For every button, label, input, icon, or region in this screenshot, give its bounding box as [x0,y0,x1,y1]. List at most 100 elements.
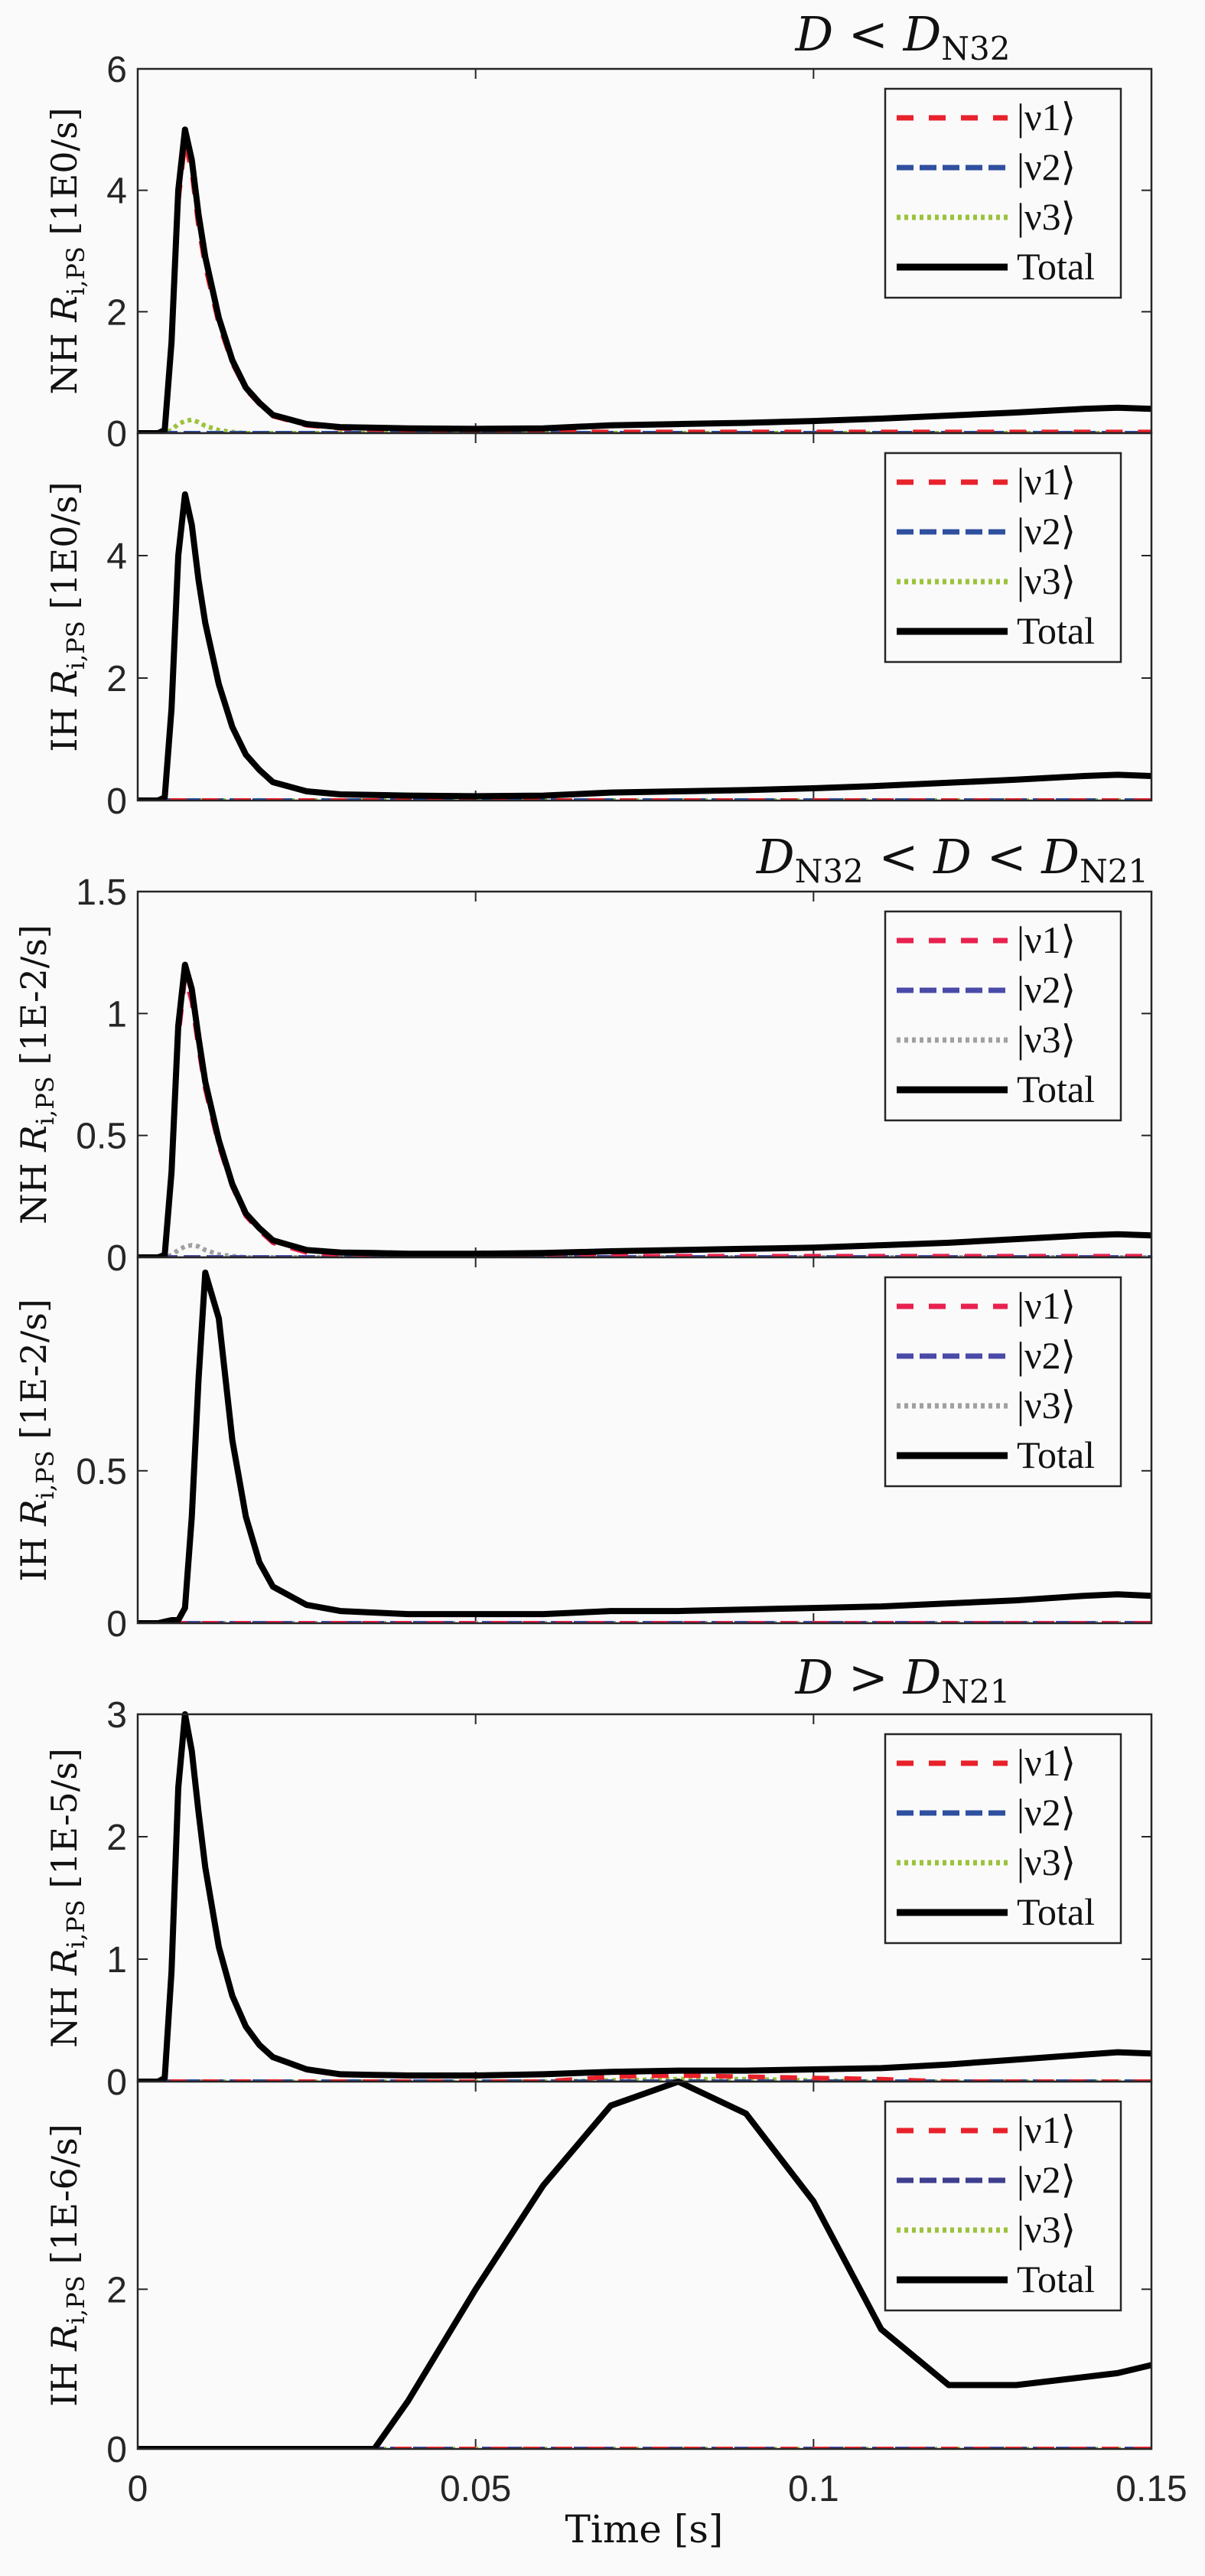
y-label-space [44,1975,85,1987]
axes-frame [136,2080,1153,2450]
x-tick-label: 0.15 [1115,2469,1187,2509]
legend-box [884,2100,1122,2312]
y-label-space [44,2351,85,2362]
legend-label-nu3: |ν3⟩ [1017,1841,1076,1883]
y-tick-label: 2 [106,1818,127,1858]
legend: |ν1⟩ |ν2⟩ |ν3⟩ Total [884,2100,1122,2312]
legend-box [884,1276,1122,1488]
series-line-total [138,491,1151,801]
legend-label-nu2: |ν2⟩ [1017,968,1076,1011]
axes-frame [136,432,1153,802]
legend-label-nu1: |ν1⟩ [1017,1284,1076,1327]
legend-label-total: Total [1017,2258,1095,2300]
y-label-subscript: i,PS [31,1076,60,1125]
y-axis-label: NH Ri,PS [1E-2/s] [13,924,60,1224]
y-label-hierarchy: NH [13,1162,54,1224]
y-tick-label: 1 [106,1940,127,1981]
panel-nh-4: 0 1 2 3 NH Ri,PS [1E-5/s] |ν1⟩ |ν2⟩ |ν3⟩ Total [44,1695,1153,2103]
y-label-hierarchy: IH [44,707,85,752]
y-label-unit: [1E-2/s] [13,924,54,1076]
y-tick-label: 0.5 [76,1117,127,1157]
legend-label-nu1: |ν1⟩ [1017,1741,1076,1784]
text-part: D [794,1649,833,1705]
series-line-total [138,126,1151,433]
y-label-unit: [1E-6/s] [44,2124,85,2275]
legend: |ν1⟩ |ν2⟩ |ν3⟩ Total [884,1733,1122,1945]
panel-nh-0: 0 2 4 6 NH Ri,PS [1E0/s] |ν1⟩ |ν2⟩ |ν3⟩ Total [44,50,1153,455]
y-tick-label: 4 [106,171,127,212]
legend-label-nu3: |ν3⟩ [1017,2208,1076,2251]
text-part: N21 [1080,853,1148,890]
series-line-total [138,961,1151,1257]
y-label-space [13,1152,54,1163]
text-part: D [756,829,795,885]
x-tick-label: 0 [128,2469,148,2509]
legend-label-nu2: |ν2⟩ [1017,510,1076,553]
legend: |ν1⟩ |ν2⟩ |ν3⟩ Total [884,1276,1122,1488]
legend-label-nu1: |ν1⟩ [1017,96,1076,139]
y-label-hierarchy: NH [44,1986,85,2047]
series-line-total [138,2079,1151,2449]
y-tick-label: 0.5 [76,1452,127,1492]
y-tick-label: 2 [106,2270,127,2310]
y-label-space [44,322,85,334]
x-tick-label: 0.1 [788,2469,839,2509]
legend-box [884,452,1122,664]
y-label-subscript: i,PS [61,246,90,295]
y-label-unit: [1E0/s] [44,107,85,246]
y-label-space [13,1526,54,1537]
legend-label-nu1: |ν1⟩ [1017,918,1076,961]
legend-label-total: Total [1017,1068,1095,1110]
y-label-hierarchy: IH [44,2362,85,2406]
y-tick-label: 0 [106,2062,127,2103]
legend-label-total: Total [1017,245,1095,288]
text-part: < [972,829,1041,885]
series-line-total [138,1711,1151,2082]
text-part: D [794,6,833,62]
y-label-unit: [1E0/s] [44,481,85,621]
y-tick-label: 2 [106,292,127,333]
y-label-symbol: R [44,2324,85,2352]
series-line-nu3 [138,1243,1151,1257]
series-line-nu1 [138,2073,1151,2082]
text-part: N21 [941,1673,1010,1710]
y-tick-label: 0 [106,781,127,822]
y-tick-label: 0 [106,414,127,455]
y-label-subscript: i,PS [61,1899,90,1948]
y-label-subscript: i,PS [61,2275,90,2324]
text-part: < [833,6,903,62]
y-label-symbol: R [13,1499,54,1527]
series-line-nu1 [138,139,1151,433]
y-label-subscript: i,PS [31,1450,60,1499]
legend-label-nu1: |ν1⟩ [1017,460,1076,503]
legend-label-nu3: |ν3⟩ [1017,195,1076,238]
text-part: D [1041,829,1080,885]
group-title: D > DN21 [794,1649,1010,1710]
text-part: < [864,829,933,885]
y-tick-label: 1.5 [76,872,127,913]
legend-label-nu3: |ν3⟩ [1017,1018,1076,1061]
y-axis-label: IH Ri,PS [1E0/s] [44,481,90,752]
y-tick-label: 0 [106,1604,127,1645]
y-axis-label: IH Ri,PS [1E-6/s] [44,2124,90,2407]
series-line-nu3 [138,417,1151,433]
y-axis-label: IH Ri,PS [1E-2/s] [13,1299,60,1582]
y-tick-label: 1 [106,994,127,1035]
y-label-unit: [1E-5/s] [44,1748,85,1899]
y-label-unit: [1E-2/s] [13,1299,54,1450]
y-tick-label: 6 [106,50,127,90]
legend: |ν1⟩ |ν2⟩ |ν3⟩ Total [884,910,1122,1122]
y-label-symbol: R [44,670,85,697]
y-label-hierarchy: IH [13,1537,54,1581]
y-tick-label: 0 [106,1238,127,1279]
text-part: N32 [941,30,1010,67]
legend-label-total: Total [1017,1890,1095,1933]
panel-ih-5: 0 2 IH Ri,PS [1E-6/s] |ν1⟩ |ν2⟩ |ν3⟩ Total [44,2079,1153,2470]
y-label-subscript: i,PS [61,621,90,670]
legend-box [884,87,1122,299]
text-part: N32 [795,853,864,890]
panel-nh-2: 0 0.5 1 1.5 NH Ri,PS [1E-2/s] |ν1⟩ |ν2⟩ |ν3⟩ Tot… [13,872,1153,1279]
legend-label-nu2: |ν2⟩ [1017,145,1076,188]
legend-label-total: Total [1017,609,1095,652]
legend-label-nu3: |ν3⟩ [1017,559,1076,602]
